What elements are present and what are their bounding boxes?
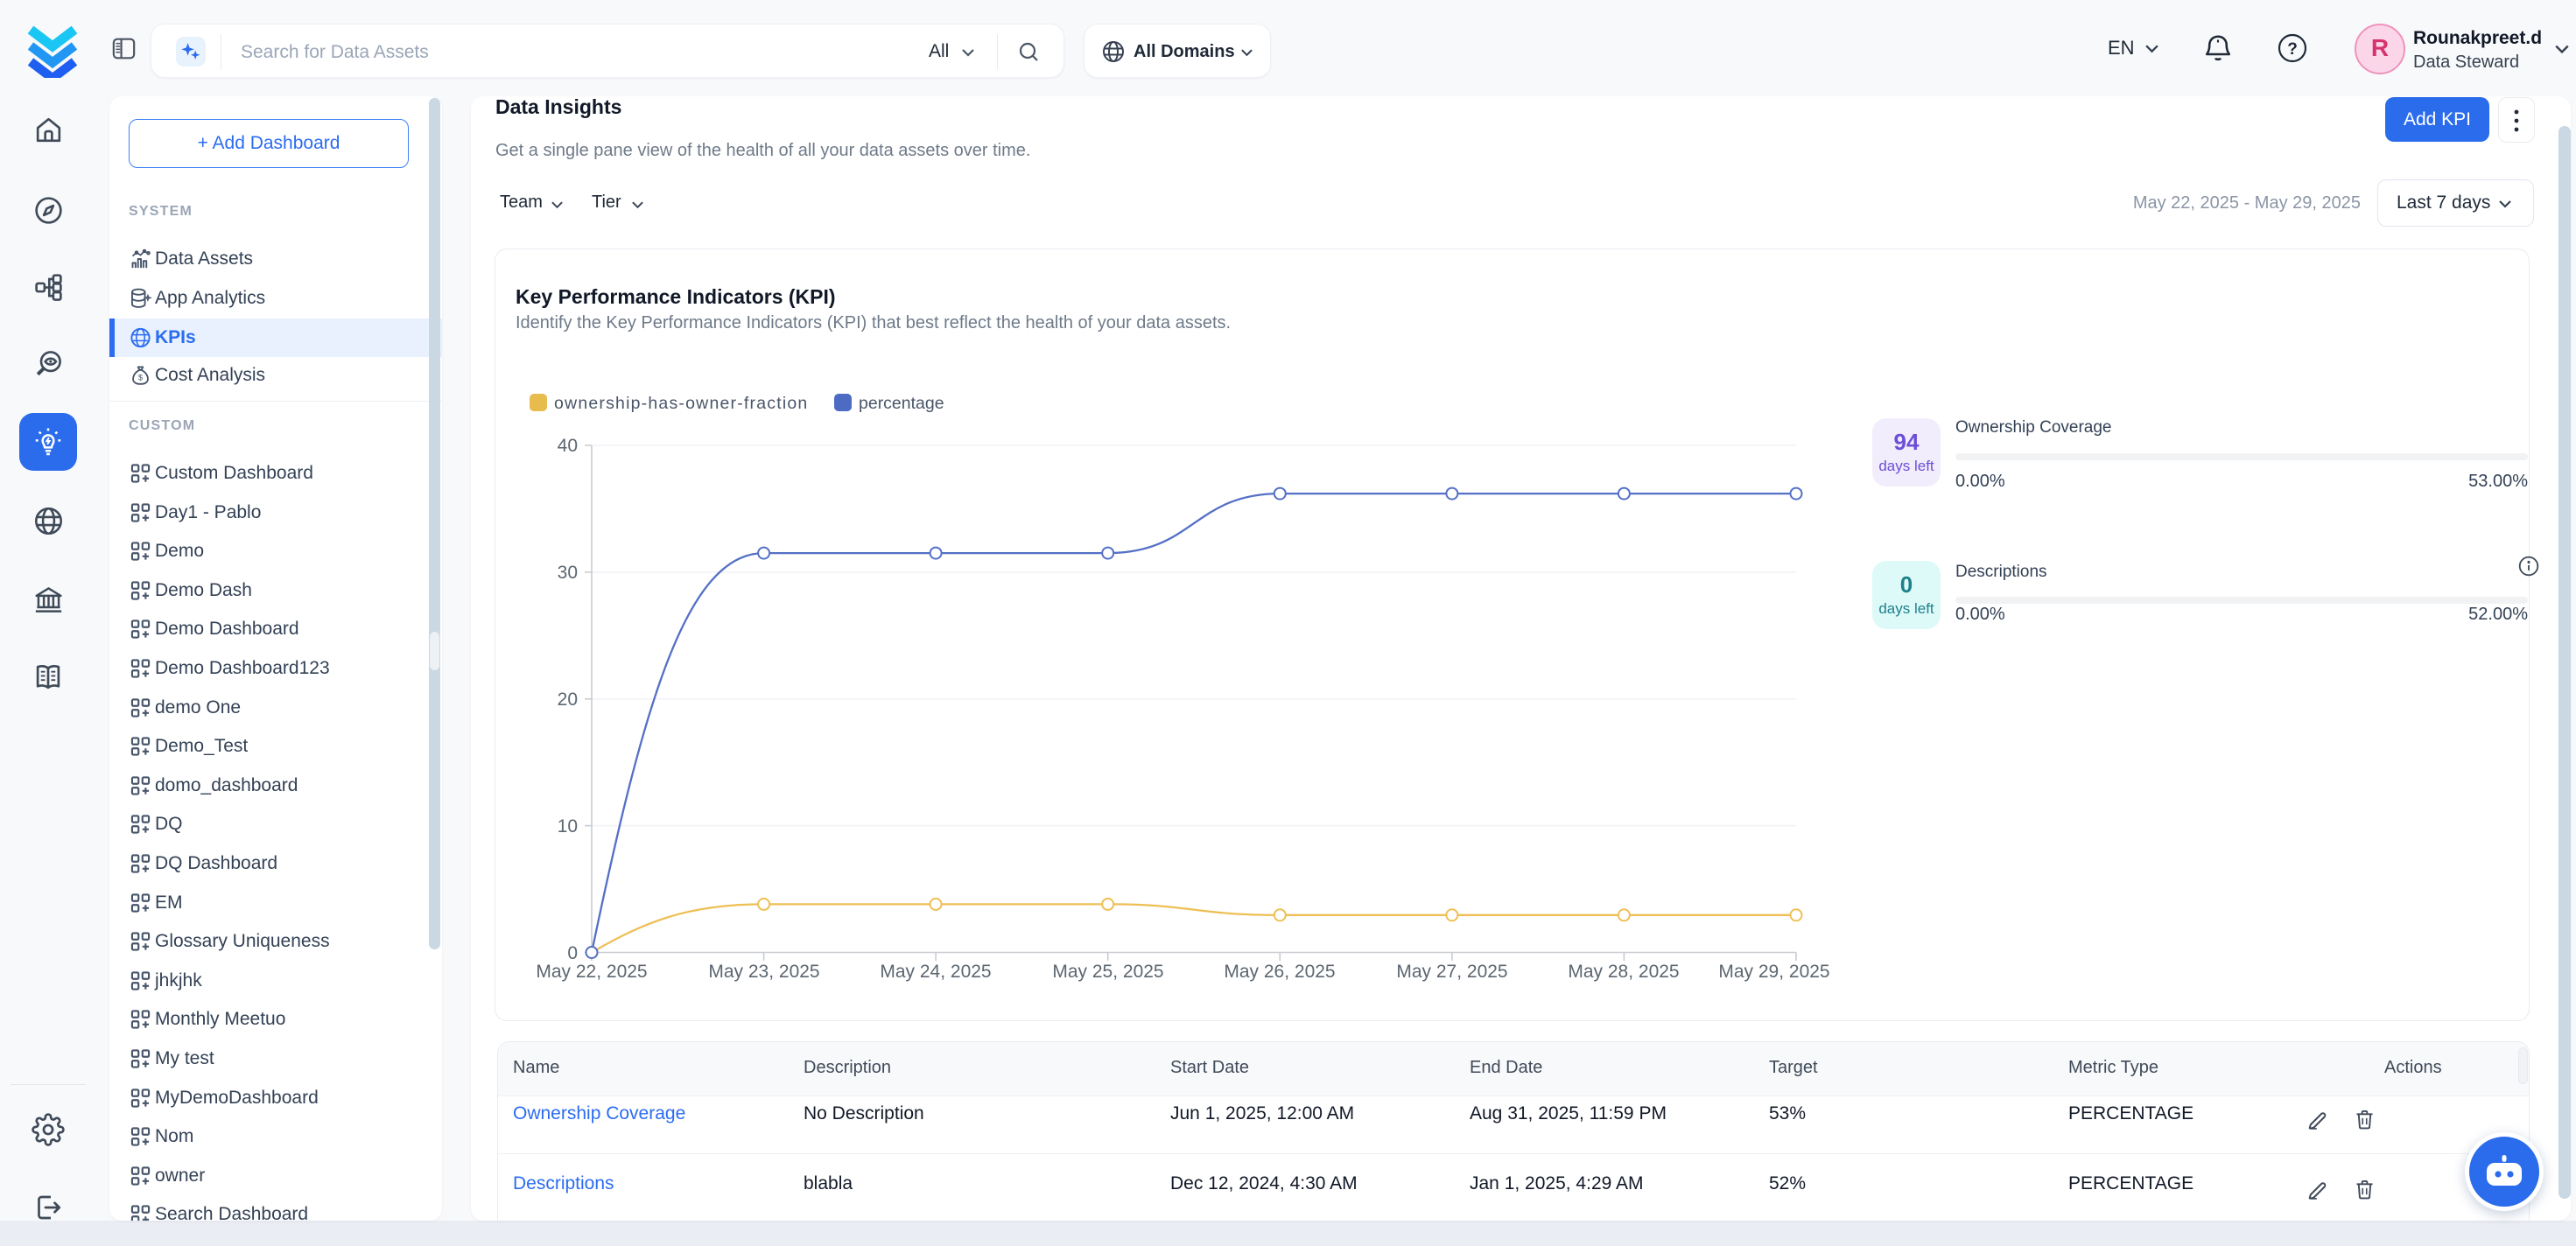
svg-text:May 27, 2025: May 27, 2025 <box>1396 962 1507 982</box>
svg-text:May 29, 2025: May 29, 2025 <box>1718 962 1829 982</box>
svg-text:May 26, 2025: May 26, 2025 <box>1224 962 1335 982</box>
svg-text:10: 10 <box>558 816 578 836</box>
svg-text:30: 30 <box>558 563 578 583</box>
svg-text:May 24, 2025: May 24, 2025 <box>880 962 991 982</box>
svg-text:May 28, 2025: May 28, 2025 <box>1568 962 1679 982</box>
svg-text:40: 40 <box>558 436 578 456</box>
svg-text:May 22, 2025: May 22, 2025 <box>536 962 647 982</box>
svg-text:May 23, 2025: May 23, 2025 <box>708 962 819 982</box>
svg-text:20: 20 <box>558 690 578 710</box>
svg-text:$: $ <box>138 374 143 382</box>
svg-text:0: 0 <box>567 943 578 963</box>
svg-text:?: ? <box>2287 40 2298 59</box>
svg-text:May 25, 2025: May 25, 2025 <box>1052 962 1163 982</box>
